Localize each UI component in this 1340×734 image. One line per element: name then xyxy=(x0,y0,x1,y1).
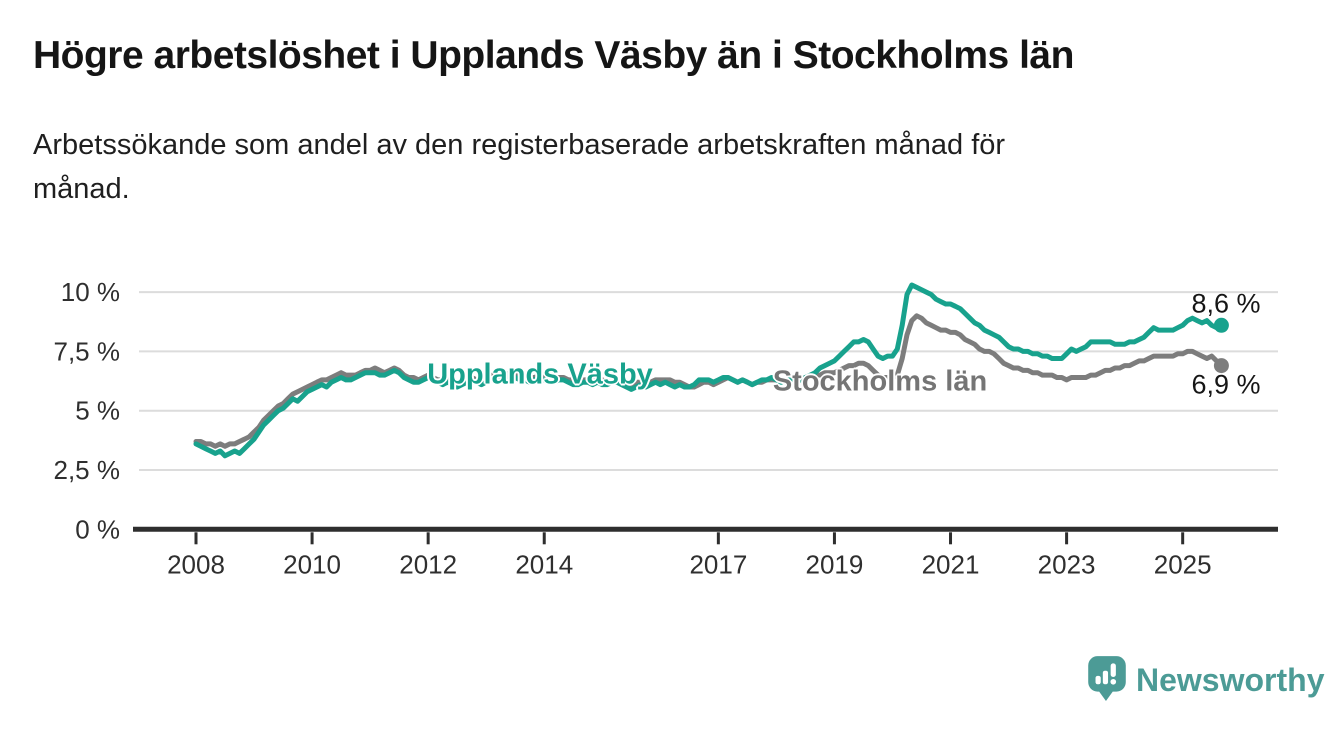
end-value-label-upplands-vasby: 8,6 % xyxy=(1191,288,1261,319)
page-subtitle: Arbetssökande som andel av den registerb… xyxy=(33,129,1006,205)
brand-name: Newsworthy xyxy=(1136,662,1325,698)
page-title: Högre arbetslöshet i Upplands Väsby än i… xyxy=(33,34,1074,77)
y-axis-tick-label: 5 % xyxy=(75,396,120,426)
y-axis-tick-label: 7,5 % xyxy=(54,336,121,366)
x-axis-tick-label: 2019 xyxy=(806,549,864,579)
y-axis-tick-label: 10 % xyxy=(61,277,120,307)
newsworthy-logo: Newsworthy xyxy=(1086,654,1324,702)
series-end-dot-stockholms-l-n xyxy=(1213,358,1229,374)
series-label-stockholms-lan: Stockholms län xyxy=(772,365,988,398)
newsworthy-chart-speech-bubble-icon xyxy=(1088,656,1126,701)
end-value-label-stockholms-lan: 6,9 % xyxy=(1191,369,1261,400)
series-line-upplands-v-sby xyxy=(193,282,1224,459)
x-axis-tick-label: 2012 xyxy=(399,549,457,579)
series-end-dot-upplands-v-sby xyxy=(1213,317,1229,333)
x-axis-tick-label: 2023 xyxy=(1038,549,1096,579)
x-axis-tick-label: 2014 xyxy=(515,549,573,579)
series-label-upplands-vasby: Upplands Väsby xyxy=(427,358,653,391)
x-axis-tick-label: 2008 xyxy=(167,549,225,579)
y-axis-tick-label: 0 % xyxy=(75,514,120,544)
x-axis-tick-label: 2010 xyxy=(283,549,341,579)
x-axis-tick-label: 2021 xyxy=(922,549,980,579)
x-axis-tick-label: 2025 xyxy=(1154,549,1212,579)
x-axis-tick-label: 2017 xyxy=(689,549,747,579)
y-axis-tick-label: 2,5 % xyxy=(54,455,121,485)
